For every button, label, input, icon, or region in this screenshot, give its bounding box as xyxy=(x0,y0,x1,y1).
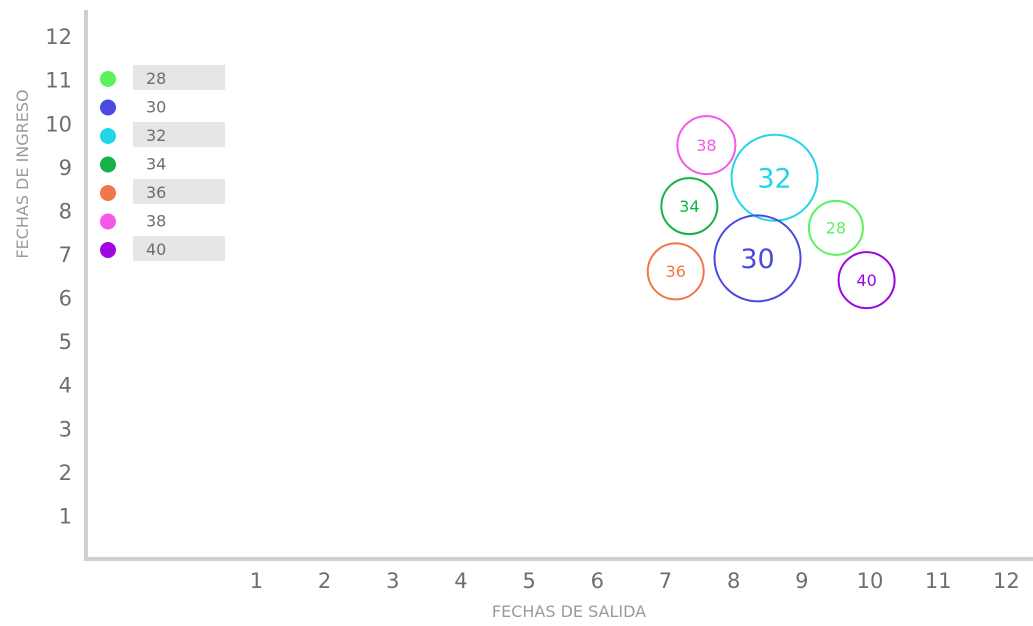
x-tick-label: 3 xyxy=(386,569,399,593)
legend-label: 36 xyxy=(146,183,166,202)
x-tick-label: 7 xyxy=(659,569,672,593)
y-tick-label: 4 xyxy=(59,374,72,398)
bubble-label: 36 xyxy=(666,262,686,281)
legend-swatch xyxy=(100,99,116,116)
x-tick-label: 6 xyxy=(591,569,604,593)
legend-label: 28 xyxy=(146,69,166,88)
legend-swatch xyxy=(100,71,116,87)
x-axis-title: FECHAS DE SALIDA xyxy=(492,602,646,621)
y-tick-label: 7 xyxy=(59,243,72,267)
legend-swatch xyxy=(100,242,116,258)
legend-swatch xyxy=(100,156,116,173)
legend-row-band xyxy=(133,179,225,204)
bubble xyxy=(837,251,896,310)
x-tick-label: 11 xyxy=(925,569,952,593)
legend-row-band xyxy=(133,236,225,261)
bubble xyxy=(646,242,705,301)
legend-label: 38 xyxy=(146,212,166,231)
legend-label: 30 xyxy=(146,98,166,117)
bubble xyxy=(807,199,864,256)
x-tick-label: 2 xyxy=(318,569,331,593)
x-tick-label: 10 xyxy=(857,569,884,593)
y-tick-label: 1 xyxy=(59,504,72,528)
y-tick-label: 9 xyxy=(59,156,72,180)
bubble-label: 32 xyxy=(757,163,791,194)
bubble-label: 38 xyxy=(696,136,716,155)
legend-row-band xyxy=(133,122,225,147)
y-axis-title: FECHAS DE INGRESO xyxy=(13,89,32,258)
y-tick-label: 12 xyxy=(45,25,72,49)
y-tick-label: 6 xyxy=(59,287,72,311)
x-tick-label: 1 xyxy=(250,569,263,593)
legend-label: 34 xyxy=(146,155,166,174)
x-tick-label: 12 xyxy=(993,569,1020,593)
legend-row-band xyxy=(133,65,225,90)
bubble xyxy=(730,133,819,222)
legend-swatch xyxy=(100,213,116,230)
x-tick-label: 5 xyxy=(522,569,535,593)
bubble-label: 40 xyxy=(856,271,876,290)
x-tick-label: 8 xyxy=(727,569,740,593)
legend-label: 40 xyxy=(146,240,166,259)
x-tick-label: 9 xyxy=(795,569,808,593)
bubble xyxy=(676,115,737,176)
y-tick-label: 2 xyxy=(59,461,72,485)
y-tick-label: 5 xyxy=(59,330,72,354)
x-tick-label: 4 xyxy=(454,569,467,593)
legend-label: 32 xyxy=(146,126,166,145)
bubble xyxy=(713,214,802,303)
bubble-label: 34 xyxy=(679,197,699,216)
legend: 28 30 32 34 36 38 40 xyxy=(100,65,225,261)
bubble-label: 30 xyxy=(740,244,774,275)
y-tick-label: 3 xyxy=(59,417,72,441)
y-tick-label: 11 xyxy=(45,69,72,93)
x-tick-labels: 1 2 3 4 5 6 7 8 9 10 11 12 xyxy=(250,569,1020,593)
bubbles: 38 32 34 28 30 36 40 xyxy=(646,115,896,310)
legend-swatch xyxy=(100,185,116,201)
y-tick-label: 10 xyxy=(45,112,72,136)
legend-swatch xyxy=(100,128,116,144)
bubble-label: 28 xyxy=(826,219,846,238)
y-tick-label: 8 xyxy=(59,199,72,223)
bubble xyxy=(660,177,719,236)
